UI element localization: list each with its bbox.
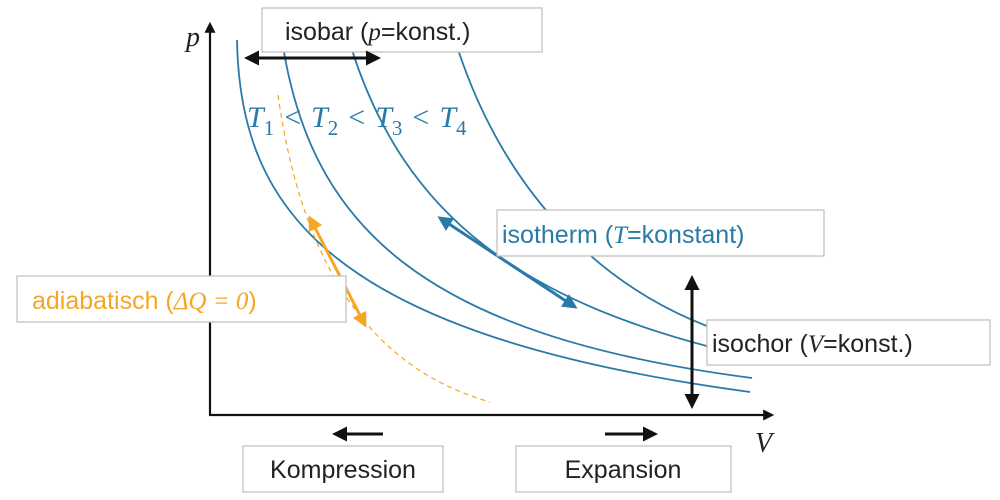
isotherm-curve <box>281 39 753 379</box>
formula: ΔQ = 0 <box>173 288 249 315</box>
isobar-label: isobar (p=konst.) <box>285 18 471 46</box>
text: ) <box>248 287 256 315</box>
text: isotherm ( <box>502 221 614 249</box>
p-axis-label: p <box>184 22 200 53</box>
text: isochor ( <box>712 330 809 358</box>
symbol: T <box>311 101 330 134</box>
text: isobar ( <box>285 18 369 46</box>
v-axis-label: V <box>755 428 775 459</box>
temperature-order: T1 < T2 < T3 < T4 <box>247 101 467 140</box>
index: 2 <box>328 116 339 140</box>
expansion-label: Expansion <box>565 456 682 484</box>
text: =konstant) <box>627 221 744 249</box>
expansion-box <box>515 445 732 493</box>
isochor-box <box>706 319 991 366</box>
symbol: V <box>808 331 826 358</box>
symbol: T <box>375 101 394 134</box>
isotherm-curve <box>454 39 751 341</box>
isotherm-label: isotherm (T=konstant) <box>502 221 744 249</box>
symbol: T <box>247 101 266 134</box>
adiabat-arrow <box>308 215 367 328</box>
isochor-label: isochor (V=konst.) <box>712 330 913 358</box>
text: =konst.) <box>823 330 913 358</box>
isobar-box <box>261 7 543 53</box>
relation: < <box>412 101 429 134</box>
compression-label: Kompression <box>270 456 416 484</box>
relation: < <box>348 101 365 134</box>
relation: < <box>284 101 301 134</box>
text: adiabatisch ( <box>32 287 174 315</box>
index: 4 <box>456 116 467 140</box>
index: 3 <box>392 116 403 140</box>
isotherm-box <box>496 209 825 257</box>
compression-box <box>242 445 444 493</box>
index: 1 <box>264 116 275 140</box>
symbol: p <box>366 19 381 46</box>
text: =konst.) <box>381 18 471 46</box>
symbol: T <box>613 222 629 249</box>
isotherm-arrow <box>437 216 578 309</box>
adiabatic-box <box>16 275 347 323</box>
symbol: T <box>439 101 458 134</box>
adiabatic-label: adiabatisch (ΔQ = 0) <box>32 287 257 315</box>
